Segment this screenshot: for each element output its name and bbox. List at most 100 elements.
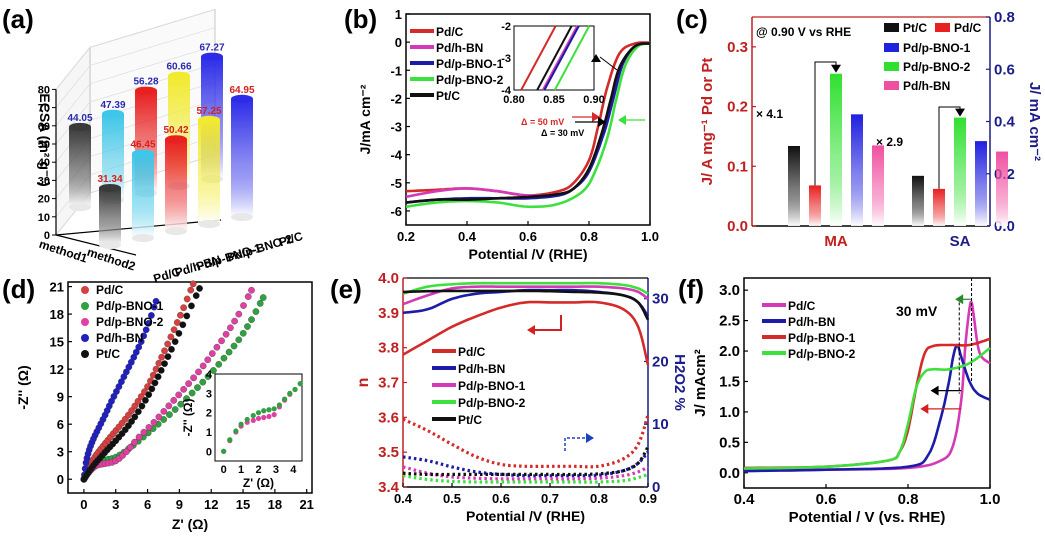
grid-line [89,27,216,66]
grid-line [55,101,91,145]
data-point [195,368,202,376]
grid-line [55,47,91,90]
data-point [204,356,212,364]
panel-f: 0.4 0.6 0.8 1.0 0.0 0.5 1.0 1.5 2.0 2.5 3.0 Potenti… [692,277,1001,526]
bar-top [102,109,124,118]
arrow-head [920,403,929,414]
y-tick-label: 18 [50,307,64,322]
bar-base [165,227,187,235]
bar-base [69,203,91,211]
series-line [743,346,991,470]
panel-label-a: (a) [2,4,34,34]
axes-frame [743,277,991,489]
y-tick-label: 30 [38,175,50,187]
y-tick-label: 15 [50,335,64,350]
bar-base [231,213,253,221]
y-tick-label: 3.4 [378,479,400,496]
data-point [259,294,267,301]
bar-base [99,241,121,249]
x-tick-label: 0.9 [639,491,657,506]
data-point [135,433,143,441]
data-point [164,340,171,348]
data-point [244,323,251,330]
legend-label: Pd/C [458,345,486,359]
data-point [131,413,139,421]
axes-frame [67,281,313,494]
data-point [155,413,163,421]
y-tick-label: 2.0 [719,343,740,360]
bar-top [198,115,220,124]
bar-body [69,126,91,207]
inset-y-tick-label: 0 [206,446,212,458]
data-point [131,438,138,446]
y-tick-label: 0 [395,35,402,50]
x-tick-label: 1.0 [980,491,1001,508]
inset-y-tick-label: 4 [206,369,213,381]
inset-data-point [266,407,272,413]
left-axis-label: J/ A mg⁻¹ Pd or Pt [699,58,716,186]
bar-cylinder [165,135,187,235]
x-tick-label: 0.8 [590,491,608,506]
data-point [140,428,148,436]
data-point [215,360,223,368]
data-point [152,297,160,305]
x-tick-label: 6 [144,497,151,512]
legend-label: Pd/h-BN [788,315,835,329]
inset-data-point [271,412,277,418]
legend-label: Pd/p-BNO-2 [458,396,526,410]
legend-label: Pd/p-BNO-1 [458,379,526,393]
data-point [145,319,152,327]
inset-x-tick-label: 1 [238,464,244,476]
n-series-line [403,289,650,321]
legend-swatch [884,62,899,71]
y-tick-label: 0.4 [994,114,1016,131]
y-tick-label: 0 [652,479,660,496]
y-tick-label: 3.9 [378,305,399,322]
y-tick-label: 6 [57,417,64,432]
bar [933,188,945,226]
y-tick-label: 3.5 [378,444,399,461]
legend-marker [81,334,89,342]
h2o2-series-line [402,465,649,481]
y-tick-label: -6 [390,204,402,219]
data-point [194,384,201,391]
legend-marker [81,302,89,310]
y-tick-label: 2.5 [719,313,740,330]
inset-x-tick-label: 4 [290,464,297,476]
n-series-line [402,300,650,366]
data-label: 57.25 [196,106,221,117]
inset-x-tick-label: 0.80 [503,94,524,106]
inset-x-tick-label: 3 [273,464,279,476]
y-tick-label: 0 [57,472,64,487]
grid-line [55,83,91,127]
arrow-head [955,108,965,117]
x-tick-label: 3 [112,497,119,512]
data-point [127,443,134,451]
data-point [177,311,184,319]
data-point [185,380,192,387]
data-point [165,402,173,410]
inset-y-tick-label: -3 [501,53,511,65]
data-point [189,280,197,288]
inset-data-point [292,386,298,393]
data-point [154,373,162,381]
data-point [122,448,130,456]
n-series-line [402,281,649,295]
data-point [177,400,185,408]
y-tick-label: 3 [57,445,64,460]
bar-top [99,183,121,192]
panel-label-f: (f) [678,274,704,304]
x-tick-label: 0.2 [397,229,415,244]
multiplier-ma: × 4.1 [756,107,783,121]
x-tick-label: 15 [236,497,250,512]
data-point [128,418,135,425]
y-tick-label: 1.0 [719,404,740,421]
y-tick-label: 20 [652,353,669,370]
grid-line [89,9,216,48]
y-tick-label: -2 [390,91,402,106]
x-tick-label: 0.7 [541,491,559,506]
data-point [175,391,183,399]
data-point [218,337,225,345]
inset-y-tick-label: 1 [206,427,212,439]
